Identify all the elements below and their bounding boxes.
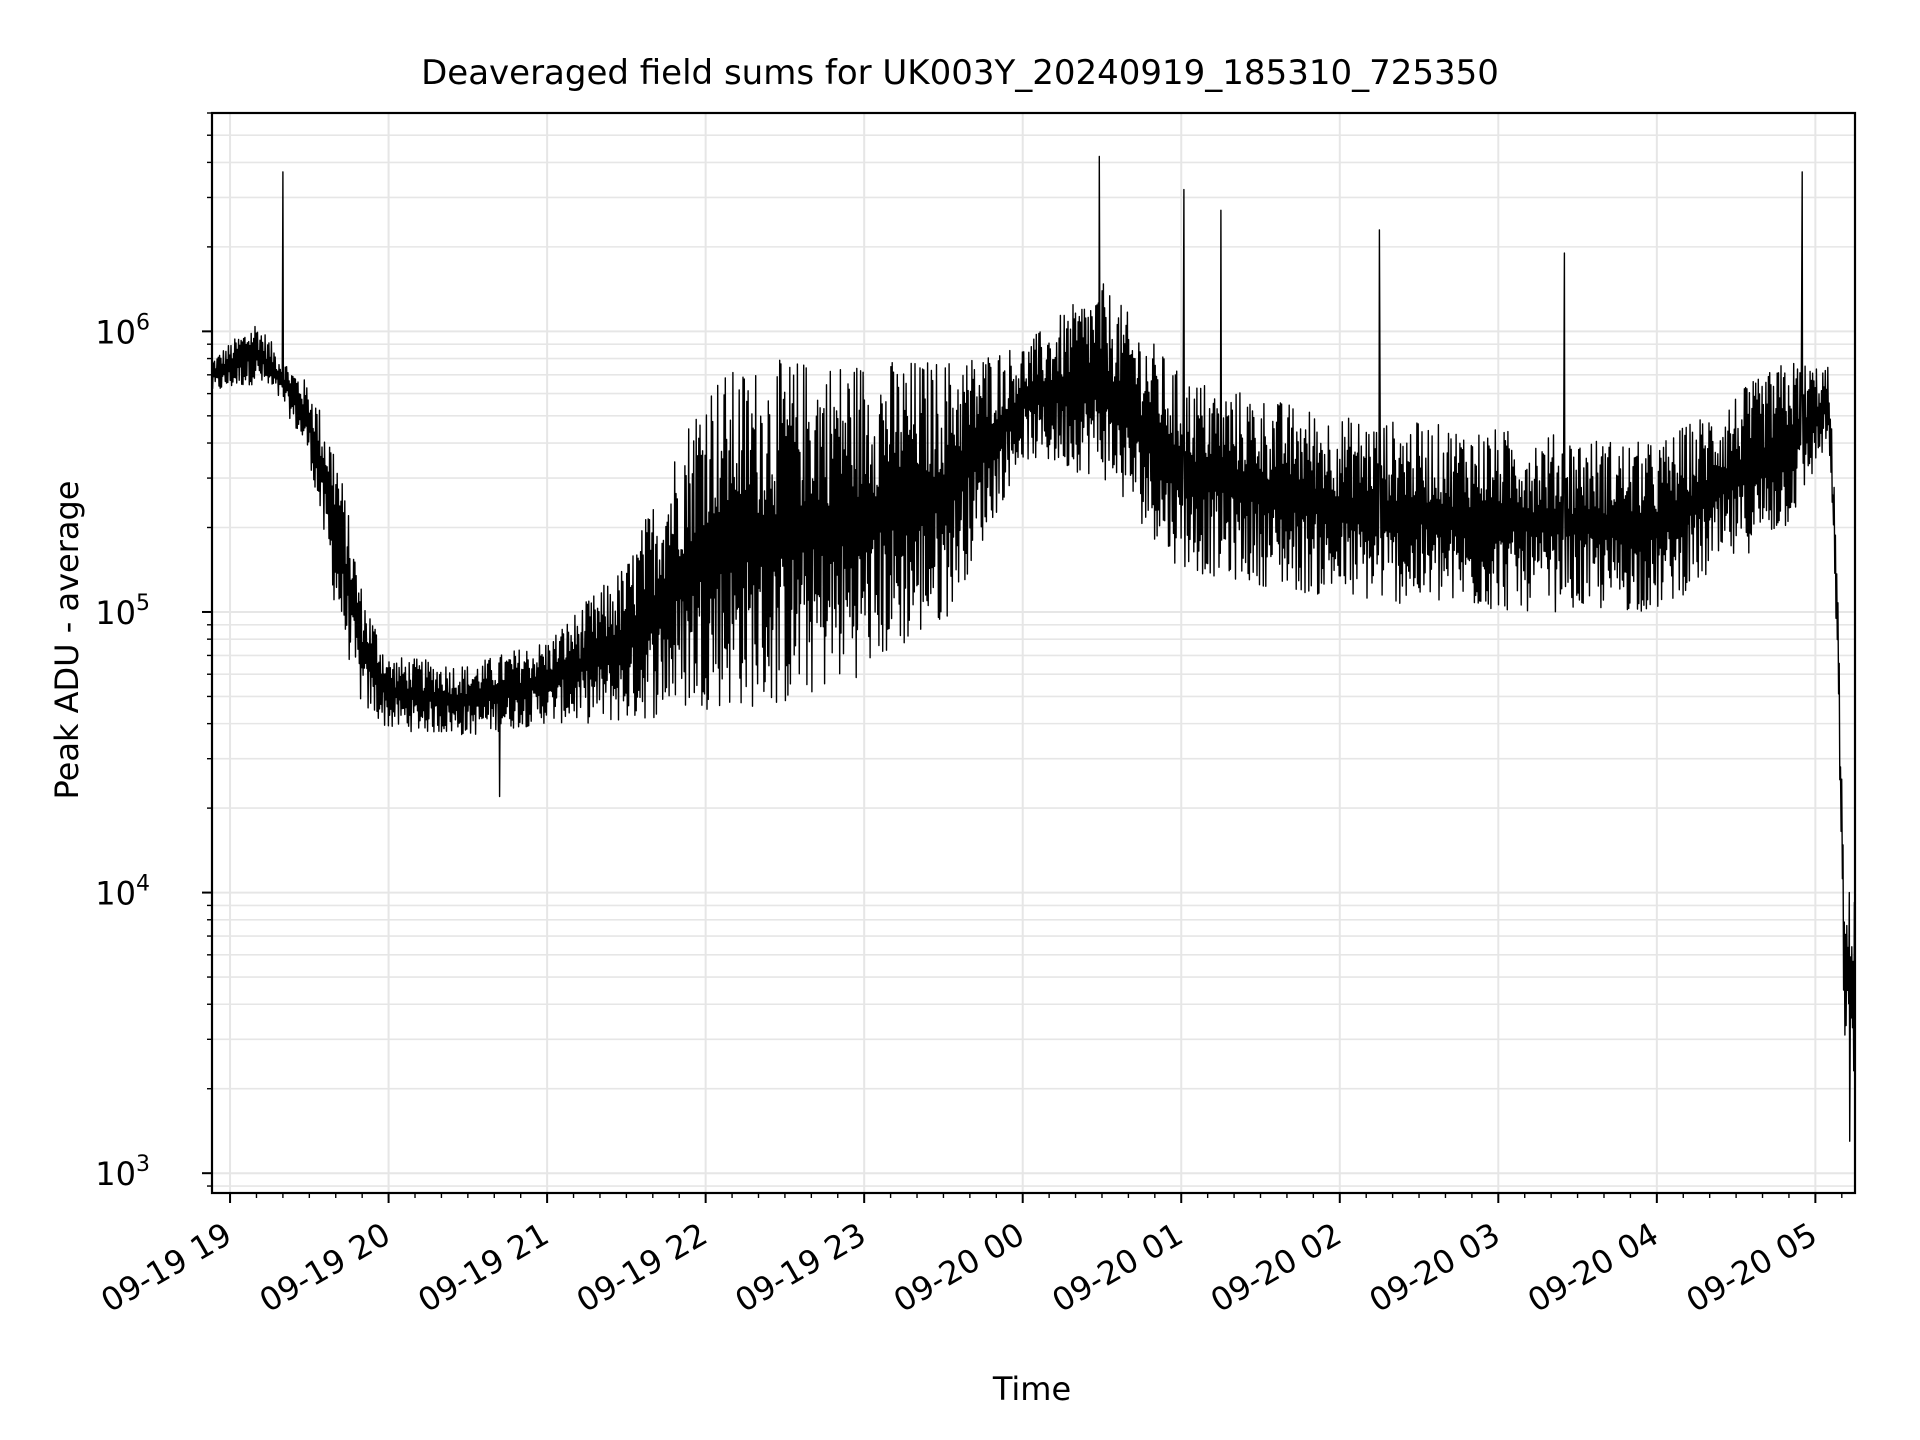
y-tick-label: 106 [95, 310, 150, 351]
y-tick-label: 105 [95, 591, 150, 632]
y-axis: 103 104 105 106 [95, 112, 212, 1193]
y-axis-label: Peak ADU - average [48, 481, 86, 800]
series-line-peak-adu [211, 155, 1856, 1142]
y-tick-label: 103 [95, 1152, 150, 1193]
plot-frame [210, 111, 1857, 1195]
grid-lines [212, 112, 1855, 1193]
x-axis-label: Time [992, 1370, 1071, 1408]
y-tick-label: 104 [95, 872, 150, 913]
chart-title: Deaveraged field sums for UK003Y_2024091… [421, 53, 1499, 93]
